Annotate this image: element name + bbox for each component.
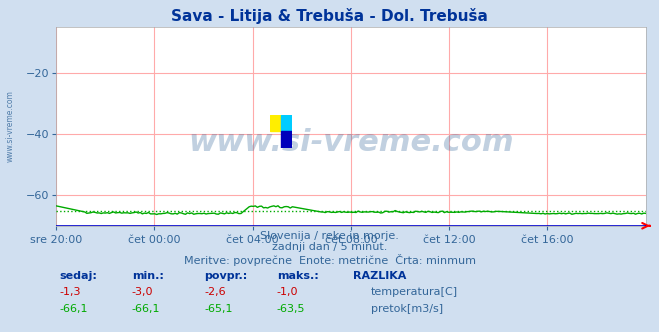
Text: www.si-vreme.com: www.si-vreme.com	[5, 90, 14, 162]
Bar	[270, 115, 281, 131]
Text: -66,1: -66,1	[132, 304, 160, 314]
Text: -3,0: -3,0	[132, 287, 154, 297]
Text: maks.:: maks.:	[277, 271, 318, 281]
Bar	[281, 115, 292, 131]
Text: povpr.:: povpr.:	[204, 271, 248, 281]
Text: -63,5: -63,5	[277, 304, 305, 314]
Text: Meritve: povprečne  Enote: metrične  Črta: minmum: Meritve: povprečne Enote: metrične Črta:…	[183, 254, 476, 266]
Text: -65,1: -65,1	[204, 304, 233, 314]
Text: -2,6: -2,6	[204, 287, 226, 297]
Text: Sava - Litija & Trebuša - Dol. Trebuša: Sava - Litija & Trebuša - Dol. Trebuša	[171, 8, 488, 24]
Text: min.:: min.:	[132, 271, 163, 281]
Text: -66,1: -66,1	[59, 304, 88, 314]
Text: -1,0: -1,0	[277, 287, 299, 297]
Text: zadnji dan / 5 minut.: zadnji dan / 5 minut.	[272, 242, 387, 252]
Text: temperatura[C]: temperatura[C]	[371, 287, 458, 297]
Text: www.si-vreme.com: www.si-vreme.com	[188, 127, 514, 157]
Text: Slovenija / reke in morje.: Slovenija / reke in morje.	[260, 231, 399, 241]
Text: pretok[m3/s]: pretok[m3/s]	[371, 304, 443, 314]
Text: sedaj:: sedaj:	[59, 271, 97, 281]
Bar	[281, 131, 292, 148]
Text: RAZLIKA: RAZLIKA	[353, 271, 406, 281]
Text: -1,3: -1,3	[59, 287, 81, 297]
